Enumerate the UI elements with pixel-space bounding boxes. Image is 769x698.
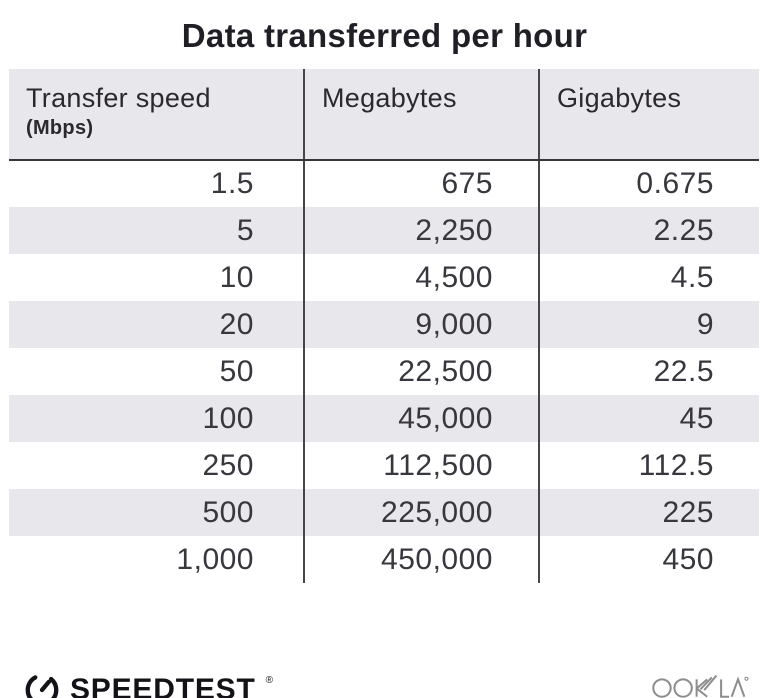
megabytes-cell: 675	[303, 160, 539, 207]
registered-trademark-icon	[744, 676, 749, 681]
speed-cell: 250	[202, 448, 254, 482]
gigabytes-cell: 450	[538, 536, 759, 583]
speed-cell: 50	[219, 354, 254, 388]
ookla-logo: OOKLA	[651, 670, 749, 698]
table-row: 20 9,000 9	[9, 301, 759, 348]
speed-cell: 1,000	[176, 542, 254, 576]
registered-trademark-icon: ®	[265, 675, 273, 686]
gigabytes-cell: 45	[538, 395, 759, 442]
speed-cell: 100	[9, 395, 304, 442]
megabytes-cell: 225,000	[303, 489, 539, 536]
infographic: Data transferred per hour Transfer speed…	[0, 16, 769, 698]
table-row: 5 2,250 2.25	[9, 207, 759, 254]
megabytes-cell: 9,000	[303, 301, 539, 348]
page-title: Data transferred per hour	[181, 17, 588, 54]
speedtest-logo: SPEEDTEST ®	[23, 671, 273, 698]
header-row: Transfer speed (Mbps) Megabytes Gigabyte…	[9, 69, 759, 161]
speedtest-gauge-icon	[25, 673, 59, 698]
footer: SPEEDTEST ® OOKLA	[23, 670, 749, 698]
speed-cell: 20	[9, 301, 304, 348]
megabytes-cell: 112,500	[303, 442, 539, 489]
megabytes-cell: 22,500	[303, 348, 539, 395]
ookla-wordmark-icon	[652, 674, 749, 698]
gigabytes-cell: 0.675	[538, 160, 759, 207]
table-row: 1.5 675 0.675	[9, 160, 759, 207]
table-row: 1,000 450,000 450	[9, 536, 759, 583]
gigabytes-cell: 9	[538, 301, 759, 348]
table-row: 100 45,000 45	[9, 395, 759, 442]
col-header-megabytes: Megabytes	[303, 69, 539, 161]
table-row: 10 4,500 4.5	[9, 254, 759, 301]
speedtest-wordmark: SPEEDTEST	[70, 673, 256, 698]
gigabytes-cell: 22.5	[538, 348, 759, 395]
table-row: 250 112,500 112.5	[9, 442, 759, 489]
gigabytes-cell: 225	[538, 489, 759, 536]
col-header-transfer-speed: Transfer speed (Mbps)	[9, 69, 304, 161]
megabytes-cell: 4,500	[303, 254, 539, 301]
megabytes-cell: 2,250	[303, 207, 539, 254]
table-body: 1.5 675 0.675 5 2,250 2.25 10 4,500 4.5 20 9,000 9 5…	[9, 160, 759, 583]
speed-cell: 1.5	[210, 167, 254, 200]
gigabytes-cell: 112.5	[538, 442, 759, 489]
col-header-label: Gigabytes	[557, 83, 682, 113]
gauge-needle	[39, 679, 52, 693]
megabytes-cell: 450,000	[303, 536, 539, 583]
speed-cell: 10	[219, 260, 254, 294]
megabytes-cell: 45,000	[303, 395, 539, 442]
table-row: 500 225,000 225	[9, 489, 759, 536]
speed-cell: 5	[9, 207, 304, 254]
col-header-label: Megabytes	[322, 83, 457, 113]
gigabytes-cell: 2.25	[538, 207, 759, 254]
gigabytes-cell: 4.5	[538, 254, 759, 301]
speed-cell: 500	[9, 489, 304, 536]
col-header-sublabel: (Mbps)	[26, 117, 94, 139]
table-row: 50 22,500 22.5	[9, 348, 759, 395]
col-header-gigabytes: Gigabytes	[538, 69, 759, 161]
data-table: Transfer speed (Mbps) Megabytes Gigabyte…	[9, 69, 759, 583]
col-header-label: Transfer speed	[26, 83, 211, 113]
